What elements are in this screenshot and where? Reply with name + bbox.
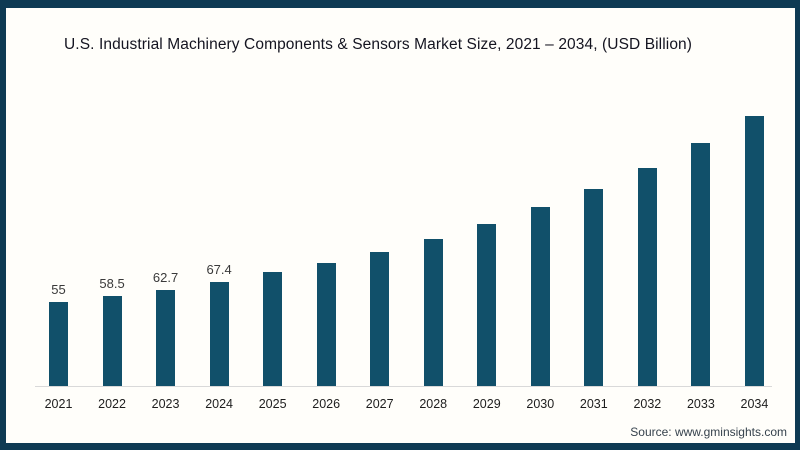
bar <box>477 224 497 386</box>
bar <box>530 207 550 386</box>
bar-column: 58.5 <box>99 276 125 386</box>
bar <box>156 290 176 386</box>
bar <box>370 252 390 386</box>
bar-column <box>530 207 550 386</box>
bar-column <box>744 116 764 386</box>
bar <box>691 143 711 386</box>
x-tick-label: 2033 <box>686 397 715 411</box>
x-tick-label: 2034 <box>740 397 769 411</box>
x-tick-label: 2030 <box>526 397 555 411</box>
bar-column: 55 <box>49 282 68 386</box>
bar-column: 62.7 <box>152 270 179 386</box>
bar <box>49 302 68 386</box>
x-tick-label: 2026 <box>312 397 341 411</box>
bar-column <box>691 143 711 386</box>
source-attribution: Source: www.gminsights.com <box>630 425 787 439</box>
bar-column: 67.4 <box>206 262 232 386</box>
bar-column <box>316 263 336 386</box>
x-axis-labels: 2021 2022 2023 2024 2025 2026 2027 2028 2029 2030… <box>44 397 769 411</box>
bar-value-label: 58.5 <box>99 276 125 291</box>
x-tick-label: 2025 <box>258 397 287 411</box>
x-tick-label: 2029 <box>472 397 501 411</box>
chart-canvas: U.S. Industrial Machinery Components & S… <box>6 8 795 443</box>
bar-column <box>637 168 657 386</box>
bar <box>263 272 283 386</box>
bar-column <box>477 224 497 386</box>
x-tick-label: 2023 <box>151 397 180 411</box>
x-tick-label: 2024 <box>205 397 233 411</box>
bar-column <box>584 189 604 386</box>
bar-value-label: 67.4 <box>206 262 232 277</box>
x-tick-label: 2031 <box>579 397 608 411</box>
bar <box>637 168 657 386</box>
bar-column <box>423 239 443 386</box>
bar <box>423 239 443 386</box>
x-tick-label: 2022 <box>98 397 126 411</box>
bar-column <box>370 252 390 386</box>
x-tick-label: 2027 <box>365 397 394 411</box>
chart-title: U.S. Industrial Machinery Components & S… <box>64 36 693 53</box>
x-axis-line <box>35 386 772 387</box>
x-tick-label: 2028 <box>419 397 448 411</box>
bar <box>102 296 122 386</box>
bar-value-label: 55 <box>51 282 66 297</box>
bars-row: 55 58.5 62.7 67.4 <box>49 76 764 386</box>
bar <box>584 189 604 386</box>
bar-column <box>263 272 283 386</box>
x-tick-label: 2032 <box>633 397 662 411</box>
bar-value-label: 62.7 <box>152 270 179 285</box>
bar <box>744 116 764 386</box>
bar <box>209 282 229 386</box>
bar <box>316 263 336 386</box>
x-tick-label: 2021 <box>44 397 73 411</box>
